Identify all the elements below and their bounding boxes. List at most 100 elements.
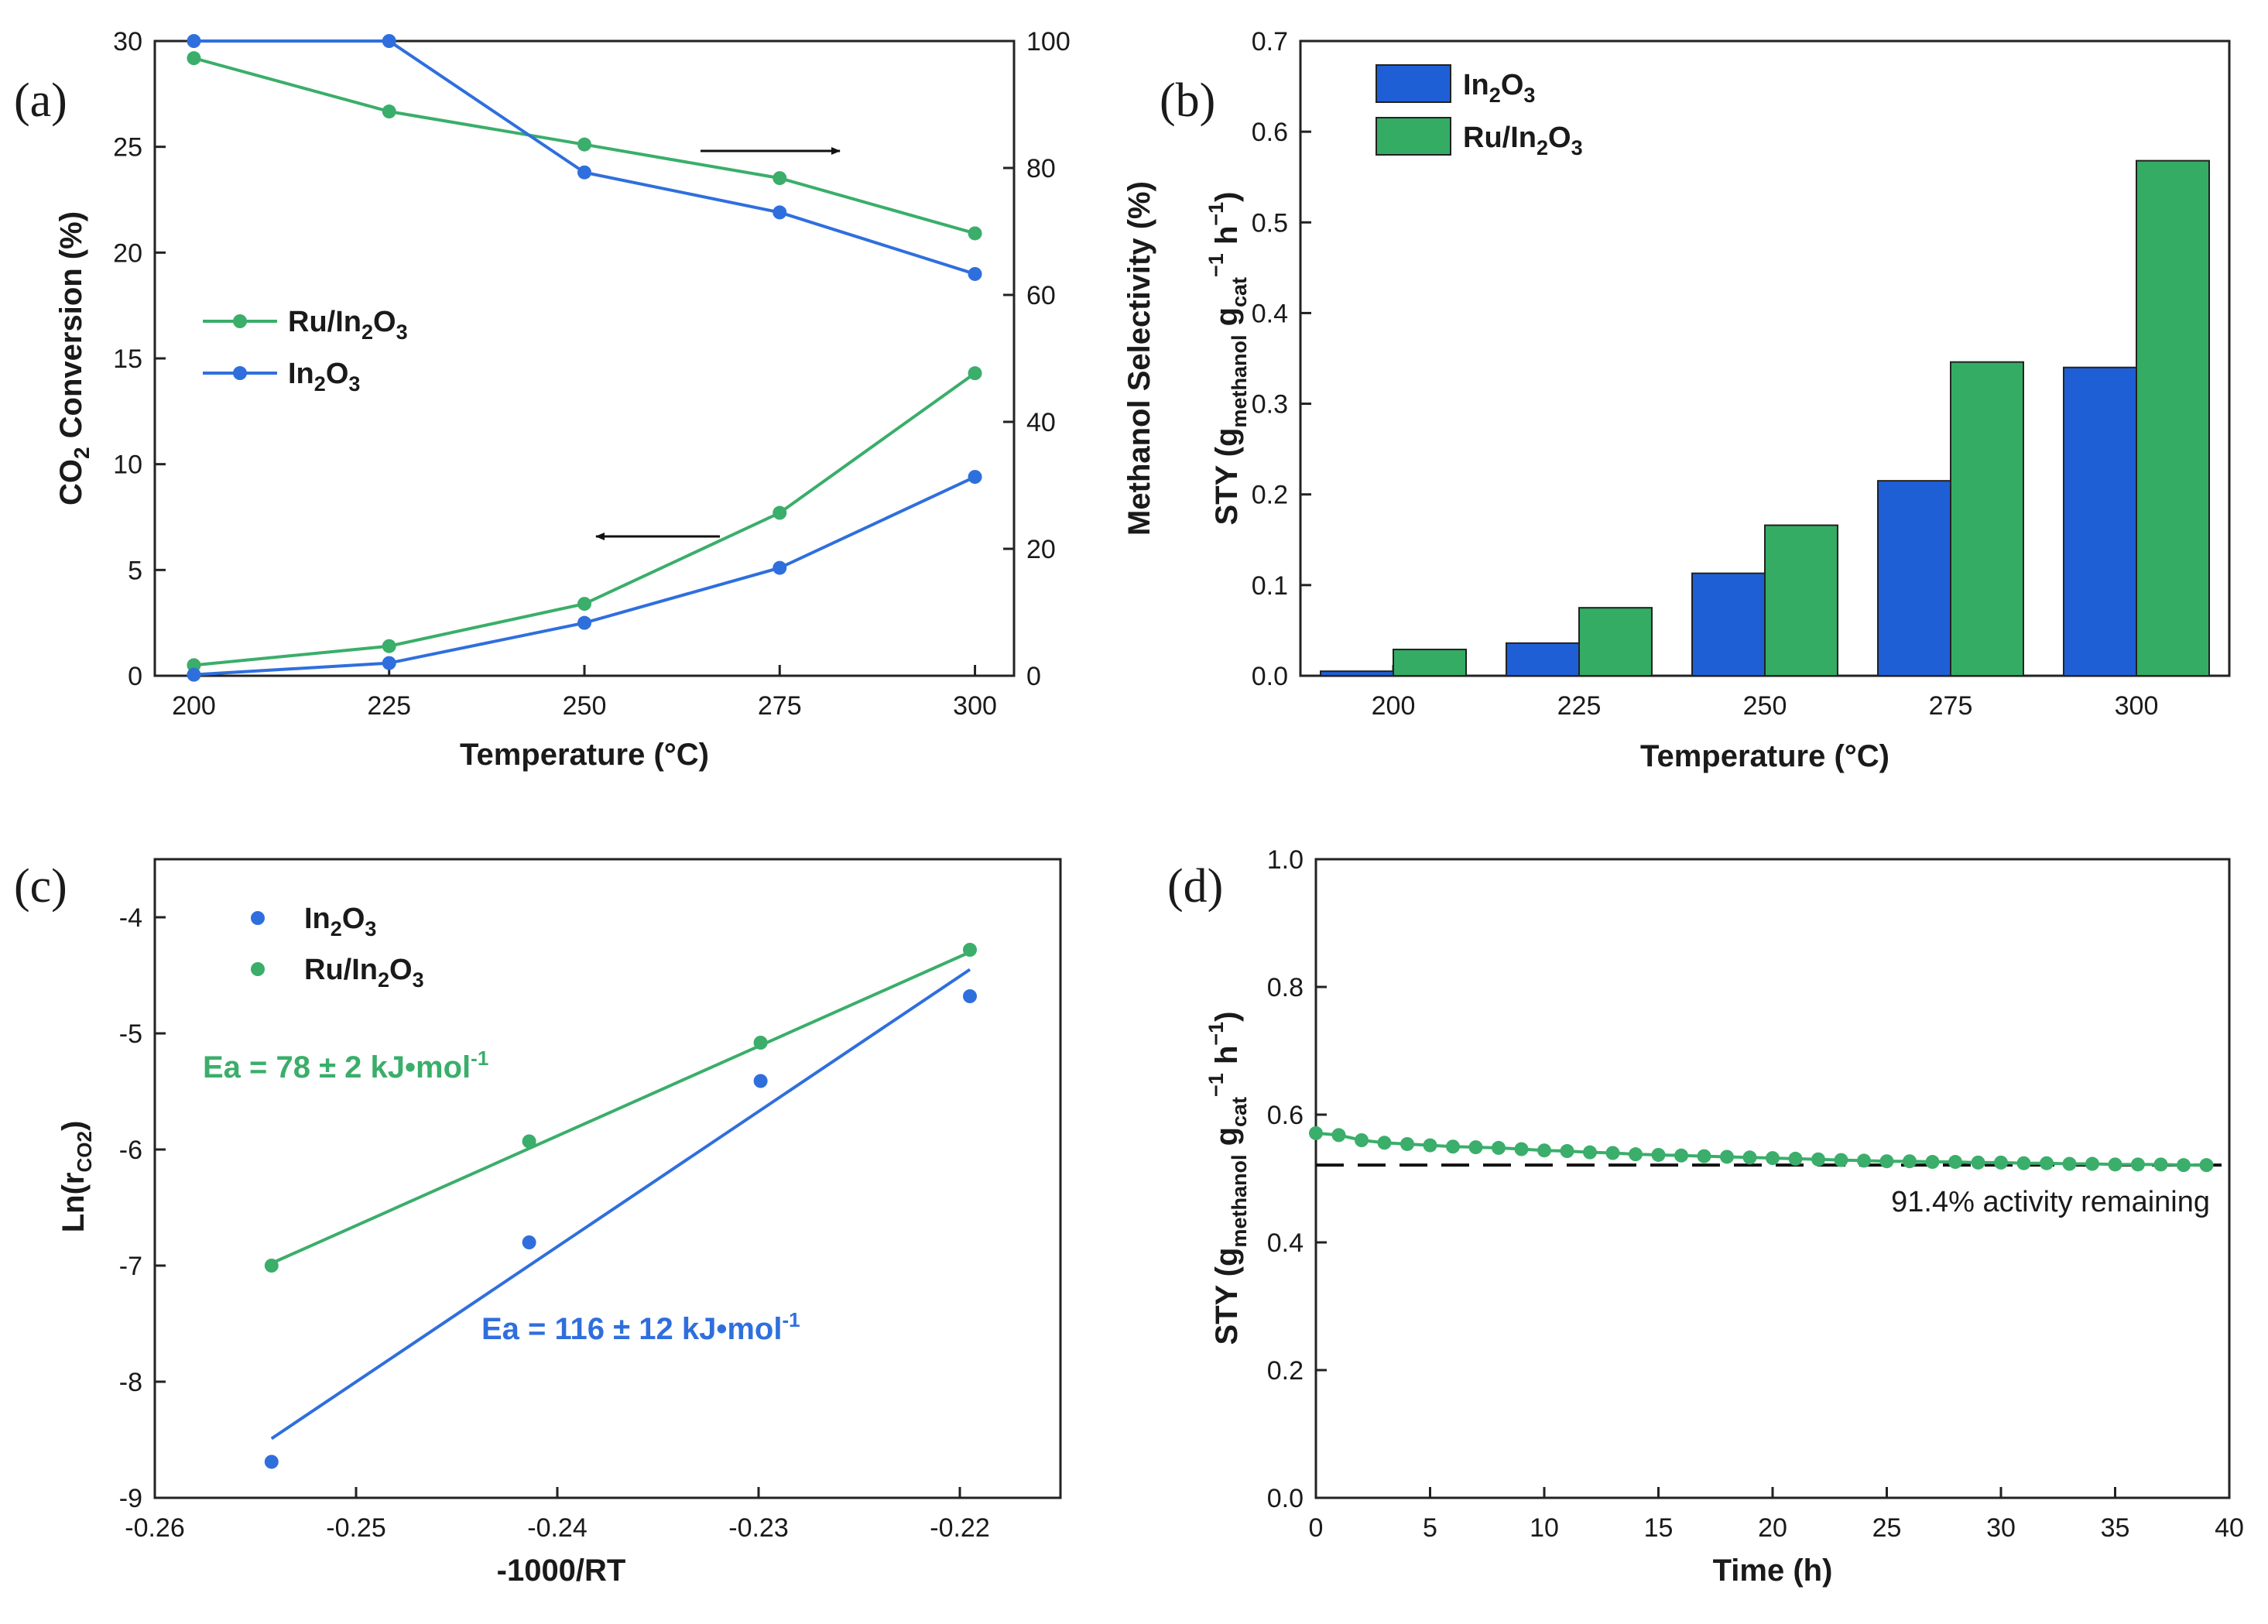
x-tick-label: 300 <box>953 691 997 721</box>
legend-text-ru-in2o3: Ru/In2O3 <box>1463 122 1583 159</box>
data-point <box>1309 1125 1323 1140</box>
data-point <box>1514 1142 1529 1156</box>
x-tick-label: 200 <box>1372 691 1416 721</box>
data-point <box>1377 1136 1392 1150</box>
x-tick-label: 35 <box>2101 1513 2130 1543</box>
y-tick-label: 1.0 <box>1267 845 1304 875</box>
x-tick-label: 225 <box>1557 691 1602 721</box>
data-point <box>522 1134 536 1149</box>
panel-a-y-ticks-right: 0 20 40 60 80 100 <box>1003 27 1071 691</box>
panel-c-annotation-in: Ea = 116 ± 12 kJ•mol-1 <box>481 1308 800 1346</box>
y-tick-label: 0.0 <box>1267 1484 1304 1513</box>
data-point <box>968 470 982 485</box>
panel-c-y-label: Ln(rCO2) <box>57 1121 96 1233</box>
y-tick-label: 25 <box>113 133 142 163</box>
legend-text-ru-in2o3: Ru/In2O3 <box>304 954 424 992</box>
panel-a-label: (a) <box>14 74 67 127</box>
panel-b-bars <box>1320 159 2210 677</box>
data-point <box>1629 1147 1643 1162</box>
data-point <box>264 1454 279 1469</box>
y-tick-label: 0.4 <box>1267 1228 1304 1258</box>
panel-b: (b) 0.0 0.1 0.2 0.3 0.4 0.5 0.6 0.7 200 225 250 27… <box>1160 27 2231 773</box>
panel-d-x-label: Time (h) <box>1713 1554 1833 1588</box>
y-tick-label: 0.5 <box>1252 208 1288 238</box>
data-point <box>522 1235 536 1249</box>
y2-tick-label: 100 <box>1026 27 1071 57</box>
series-line <box>1315 1131 2207 1167</box>
data-point <box>963 989 977 1003</box>
legend-swatch-ru-in2o3 <box>1376 117 1451 156</box>
y-tick-label: -8 <box>119 1368 142 1397</box>
series-line <box>194 39 976 276</box>
data-point <box>382 656 396 670</box>
panel-c-label: (c) <box>14 860 67 913</box>
data-point <box>1423 1138 1437 1153</box>
data-point <box>382 104 396 119</box>
y-tick-label: 10 <box>113 451 142 480</box>
y-tick-label: 0.0 <box>1252 662 1288 691</box>
x-tick-label: 250 <box>1743 691 1787 721</box>
data-point <box>577 137 591 152</box>
y-tick-label: -4 <box>119 903 142 933</box>
data-point <box>1925 1155 1940 1170</box>
y-tick-label: 20 <box>113 238 142 268</box>
data-point <box>187 667 201 682</box>
panel-b-label: (b) <box>1160 74 1215 127</box>
panel-a-frame <box>153 39 1016 677</box>
data-point <box>1605 1146 1620 1160</box>
y-tick-label: 5 <box>128 556 142 585</box>
y-tick-label: 0.6 <box>1252 118 1288 147</box>
y-tick-label: -7 <box>119 1252 142 1281</box>
data-point <box>2131 1157 2145 1172</box>
y-tick-label: 30 <box>113 27 142 57</box>
data-point <box>1971 1155 1985 1170</box>
data-point <box>1811 1152 1825 1167</box>
panel-b-x-ticks: 200 225 250 275 300 <box>1372 665 2159 721</box>
legend-text-in2o3: In2O3 <box>1463 69 1535 107</box>
y-tick-label: 0.7 <box>1252 27 1288 57</box>
y-tick-label: 0.3 <box>1252 390 1288 420</box>
bar <box>1877 480 1951 677</box>
data-point <box>1697 1149 1711 1163</box>
panel-a-legend-in: In2O3 <box>203 358 360 396</box>
data-point <box>1560 1144 1574 1159</box>
data-point <box>1903 1154 1917 1169</box>
data-point <box>382 639 396 653</box>
x-tick-label: 15 <box>1644 1513 1674 1543</box>
x-tick-label: 30 <box>1986 1513 2016 1543</box>
data-point <box>1674 1148 1688 1163</box>
fit-line <box>270 968 971 1441</box>
panel-c-series <box>264 943 977 1469</box>
data-point <box>1583 1145 1597 1160</box>
x-tick-label: 300 <box>2115 691 2159 721</box>
data-point <box>1879 1154 1894 1169</box>
y-tick-label: 0.2 <box>1267 1356 1304 1386</box>
data-point <box>2040 1156 2054 1170</box>
x-tick-label: -0.25 <box>326 1513 386 1543</box>
panel-a-series <box>187 34 982 682</box>
x-tick-label: 5 <box>1423 1513 1437 1543</box>
legend-marker-in2o3 <box>251 911 265 925</box>
y-tick-label: -9 <box>119 1484 142 1513</box>
bar <box>1320 670 1394 677</box>
y2-tick-label: 40 <box>1026 408 1056 437</box>
x-tick-label: -0.26 <box>125 1513 185 1543</box>
data-point <box>2085 1156 2099 1171</box>
series-line <box>194 475 976 677</box>
y2-tick-label: 60 <box>1026 281 1056 310</box>
x-tick-label: -0.24 <box>527 1513 588 1543</box>
panel-a-x-label: Temperature (°C) <box>460 738 709 772</box>
bar <box>1950 361 2024 677</box>
bar <box>1506 642 1580 677</box>
data-point <box>968 366 982 381</box>
data-point <box>2108 1157 2122 1172</box>
y-tick-label: -6 <box>119 1136 142 1165</box>
legend-text-in2o3: In2O3 <box>288 358 360 396</box>
panel-d: (d) 0 5 10 15 20 25 30 35 40 0.00.20.40.60.81.0 … <box>1167 845 2244 1588</box>
data-point <box>187 51 201 66</box>
data-point <box>773 205 787 220</box>
y-tick-label: 0.1 <box>1252 571 1288 601</box>
x-tick-label: -0.23 <box>728 1513 789 1543</box>
panel-c-x-ticks: -0.26 -0.25 -0.24 -0.23 -0.22 <box>125 1487 990 1543</box>
